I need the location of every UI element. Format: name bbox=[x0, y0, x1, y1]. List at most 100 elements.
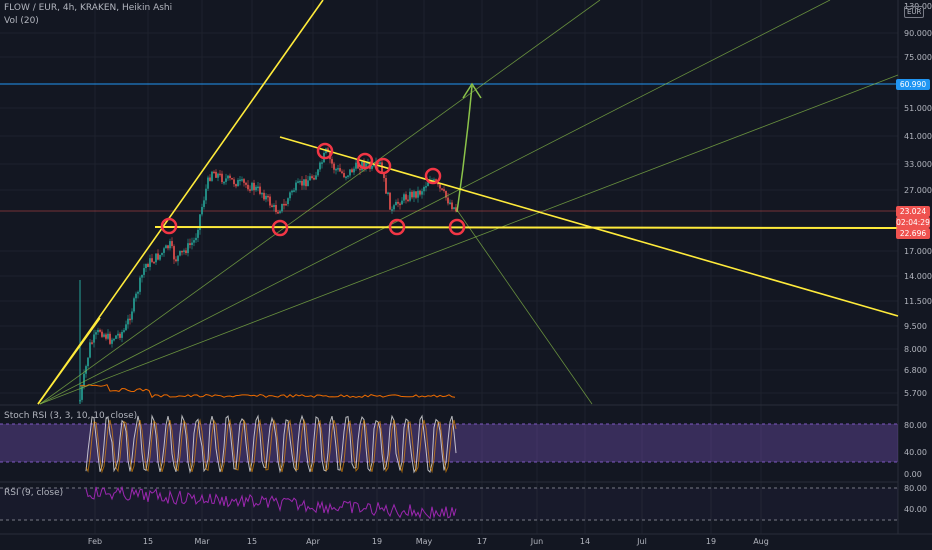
candle-body bbox=[185, 250, 187, 254]
projection-arrow[interactable] bbox=[456, 85, 473, 213]
candle-body bbox=[157, 253, 159, 260]
swing-marker[interactable] bbox=[316, 142, 334, 160]
candle-body bbox=[237, 180, 239, 187]
projection-arrowhead bbox=[462, 82, 482, 99]
candle-body bbox=[129, 318, 131, 321]
candle-body bbox=[259, 186, 261, 194]
swing-marker[interactable] bbox=[424, 167, 442, 185]
candle-body bbox=[279, 211, 281, 213]
fan-line-middle[interactable] bbox=[39, 0, 601, 405]
swing-marker[interactable] bbox=[448, 218, 466, 236]
fan-line-lower[interactable] bbox=[39, 74, 899, 405]
candle-body bbox=[391, 209, 393, 211]
price-tick-label: 41.000 bbox=[904, 132, 932, 141]
candle-body bbox=[239, 179, 241, 182]
candle-body bbox=[209, 177, 211, 181]
candle-body bbox=[355, 162, 357, 169]
time-tick-label: Mar bbox=[194, 537, 210, 546]
candle-body bbox=[421, 191, 423, 195]
price-pane[interactable] bbox=[0, 0, 898, 404]
candle-body bbox=[189, 243, 191, 245]
fan-line-upper[interactable] bbox=[39, 0, 831, 405]
swing-marker[interactable] bbox=[160, 217, 178, 235]
candle-body bbox=[119, 333, 121, 338]
candle-body bbox=[393, 205, 395, 210]
currency-badge[interactable]: EUR bbox=[904, 6, 925, 18]
candle-body bbox=[445, 190, 447, 198]
candle-body bbox=[335, 168, 337, 171]
swing-marker[interactable] bbox=[271, 219, 289, 237]
trendline-steep[interactable] bbox=[37, 0, 324, 405]
trendline-resistance[interactable] bbox=[279, 136, 899, 317]
candle-body bbox=[405, 194, 407, 200]
candle-body bbox=[233, 179, 235, 185]
candle-body bbox=[347, 175, 349, 177]
stoch-k-line bbox=[85, 414, 457, 474]
candle-body bbox=[395, 201, 397, 206]
candle-body bbox=[163, 248, 165, 253]
price-tick-label: 9.500 bbox=[904, 322, 927, 331]
candle-body bbox=[241, 179, 243, 181]
time-axis-ticks: Feb 15 Mar 15 Apr 19 May 17 Jun 14 Jul 19 Aug bbox=[88, 537, 769, 546]
candle-body bbox=[255, 186, 257, 191]
candle-body bbox=[357, 162, 359, 169]
candle-body bbox=[203, 200, 205, 207]
candle-body bbox=[107, 333, 109, 339]
candle-body bbox=[131, 311, 133, 320]
candle-body bbox=[293, 190, 295, 192]
candle-body bbox=[317, 169, 319, 176]
candle-body bbox=[269, 196, 271, 206]
candle-body bbox=[205, 188, 207, 201]
swing-marker[interactable] bbox=[374, 157, 392, 175]
stoch-label[interactable]: Stoch RSI (3, 3, 10, 10, close) bbox=[4, 411, 138, 421]
candle-body bbox=[401, 200, 403, 205]
time-tick-label: 19 bbox=[706, 537, 716, 546]
time-tick-label: Jun bbox=[530, 537, 544, 546]
volume-label[interactable]: Vol (20) bbox=[4, 16, 39, 26]
swing-marker[interactable] bbox=[388, 218, 406, 236]
candle-body bbox=[191, 242, 193, 245]
candle-body bbox=[151, 258, 153, 262]
trendline-lower[interactable] bbox=[37, 317, 101, 405]
candle-body bbox=[155, 253, 157, 263]
stoch-d-line bbox=[85, 418, 457, 474]
rsi-label[interactable]: RSI (9, close) bbox=[4, 488, 64, 498]
candle-body bbox=[187, 243, 189, 254]
candle-body bbox=[297, 181, 299, 183]
candle-body bbox=[113, 338, 115, 341]
candle-body bbox=[143, 268, 145, 275]
candle-body bbox=[275, 205, 277, 213]
candle-body bbox=[223, 181, 225, 184]
candle-body bbox=[345, 176, 347, 179]
candle-body bbox=[271, 205, 273, 208]
candle-body bbox=[207, 177, 209, 189]
candle-body bbox=[247, 184, 249, 190]
candle-body bbox=[379, 162, 381, 164]
price-tick-label: 5.700 bbox=[904, 389, 927, 398]
candle-body bbox=[97, 329, 99, 333]
countdown-badge: 02:04:29 bbox=[896, 217, 930, 228]
candle-body bbox=[305, 179, 307, 187]
candle-body bbox=[213, 171, 215, 174]
candle-body bbox=[145, 264, 147, 269]
candle-body bbox=[303, 179, 305, 186]
candle-body bbox=[333, 163, 335, 170]
candle-body bbox=[177, 255, 179, 262]
candle-body bbox=[289, 192, 291, 199]
fan-line-down[interactable] bbox=[456, 209, 593, 405]
candle-body bbox=[229, 175, 231, 178]
candle-body bbox=[235, 184, 237, 187]
symbol-title[interactable]: FLOW / EUR, 4h, KRAKEN, Heikin Ashi bbox=[4, 3, 173, 13]
candles bbox=[79, 146, 457, 404]
time-tick-label: 19 bbox=[372, 537, 382, 546]
candle-body bbox=[283, 203, 285, 206]
candle-body bbox=[363, 161, 365, 168]
swing-marker[interactable] bbox=[356, 152, 374, 170]
grid bbox=[0, 0, 898, 534]
candle-body bbox=[141, 274, 143, 278]
candle-body bbox=[221, 173, 223, 183]
level-blue-badge: 60.990 bbox=[896, 79, 930, 90]
candle-body bbox=[451, 202, 453, 210]
trendline-support[interactable] bbox=[154, 226, 899, 229]
